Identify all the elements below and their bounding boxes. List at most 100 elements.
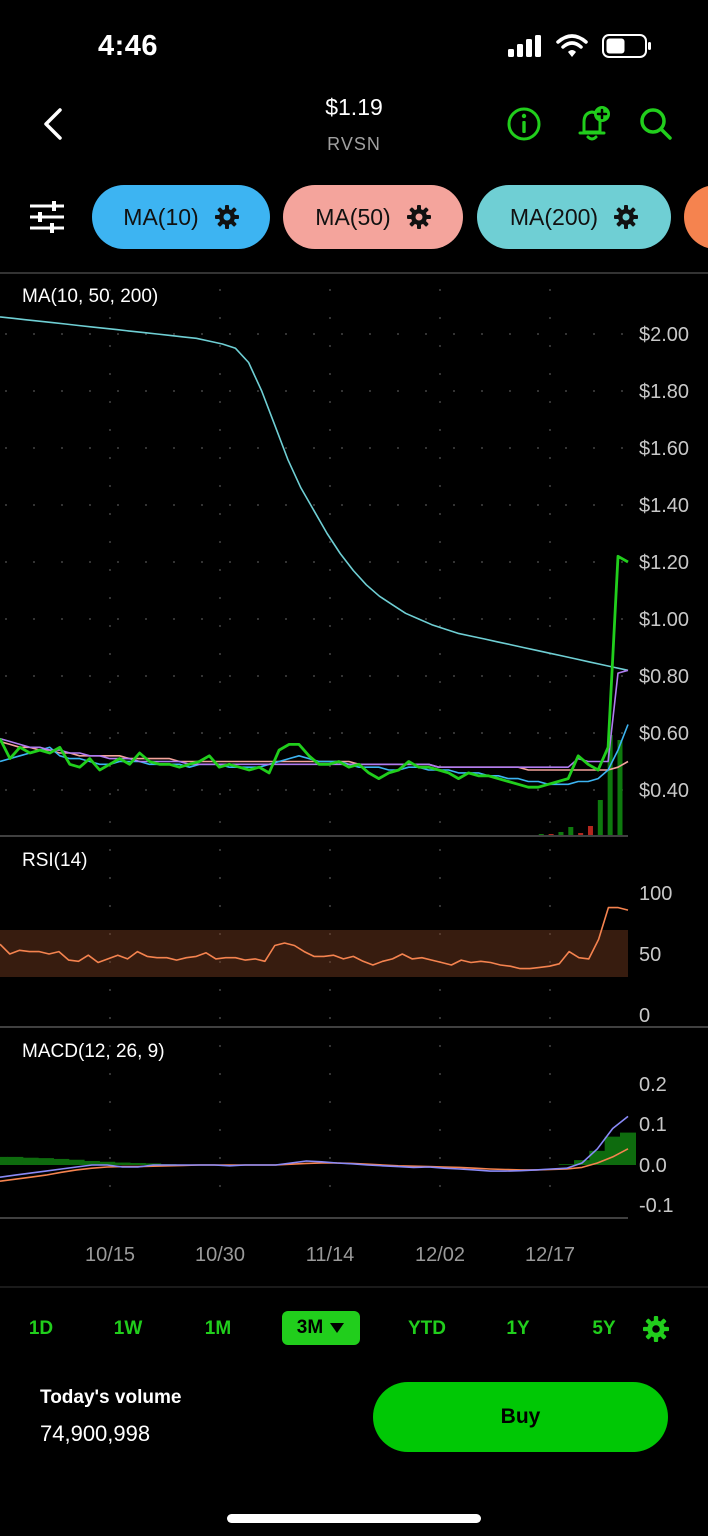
grid-dot	[201, 561, 203, 563]
info-icon[interactable]	[506, 106, 542, 142]
grid-dot	[425, 390, 427, 392]
macd-tick-label: -0.1	[639, 1195, 673, 1217]
grid-dot	[549, 905, 551, 907]
grid-dot	[117, 732, 119, 734]
grid-dot	[145, 675, 147, 677]
grid-dot	[89, 333, 91, 335]
grid-dot	[61, 561, 63, 563]
buy-button[interactable]: Buy	[373, 1382, 668, 1452]
charts-area[interactable]: MA(10, 50, 200) RSI(14) MACD(12, 26, 9) …	[0, 0, 708, 1300]
macd-tick-label: 0.0	[639, 1155, 667, 1177]
grid-dot	[109, 1101, 111, 1103]
grid-dot	[89, 504, 91, 506]
grid-dot	[565, 447, 567, 449]
grid-dot	[509, 561, 511, 563]
status-time: 4:46	[98, 30, 159, 62]
grid-dot	[173, 447, 175, 449]
macd-histogram-bar	[53, 1158, 70, 1165]
ma200-pill[interactable]: MA(200)	[477, 185, 671, 249]
ma50-pill-label: MA(50)	[315, 203, 391, 230]
grid-dot	[439, 737, 441, 739]
grid-dot	[425, 561, 427, 563]
range-tab-5y[interactable]: 5Y	[592, 1318, 616, 1339]
todays-volume-label: Today's volume	[40, 1387, 182, 1408]
range-tab-ytd[interactable]: YTD	[408, 1318, 446, 1339]
grid-dot	[109, 905, 111, 907]
grid-dot	[329, 513, 331, 515]
grid-dot	[439, 1185, 441, 1187]
grid-dot	[219, 289, 221, 291]
ma200-pill-label: MA(200)	[509, 203, 599, 230]
home-indicator[interactable]	[227, 1514, 481, 1523]
grid-dot	[229, 675, 231, 677]
header-price: $1.19	[325, 94, 383, 120]
grid-dot	[219, 653, 221, 655]
grid-dot	[481, 618, 483, 620]
grid-dot	[481, 447, 483, 449]
grid-dot	[117, 561, 119, 563]
grid-dot	[549, 541, 551, 543]
grid-dot	[621, 390, 623, 392]
grid-dot	[117, 675, 119, 677]
range-tab-1d[interactable]: 1D	[28, 1318, 54, 1339]
grid-dot	[439, 597, 441, 599]
grid-dot	[219, 1073, 221, 1075]
rsi-line	[0, 906, 629, 970]
grid-dot	[549, 429, 551, 431]
grid-dot	[313, 561, 315, 563]
range-tab-1y[interactable]: 1Y	[506, 1318, 530, 1339]
grid-dot	[5, 447, 7, 449]
grid-dot	[229, 732, 231, 734]
grid-dot	[109, 709, 111, 711]
grid-dot	[329, 597, 331, 599]
grid-dot	[109, 821, 111, 823]
grid-dot	[109, 513, 111, 515]
grid-dot	[173, 390, 175, 392]
date-tick-label: 12/17	[525, 1244, 575, 1266]
range-tab-1w[interactable]: 1W	[113, 1318, 143, 1339]
range-tab-3m-active[interactable]: 3M	[282, 1311, 360, 1345]
gear-icon[interactable]	[614, 205, 639, 229]
grid-dot	[61, 789, 63, 791]
gear-icon[interactable]	[214, 205, 239, 229]
grid-dot	[329, 401, 331, 403]
grid-dot	[329, 1101, 331, 1103]
grid-dot	[369, 390, 371, 392]
grid-dot	[117, 390, 119, 392]
grid-dot	[329, 1073, 331, 1075]
grid-dot	[89, 618, 91, 620]
grid-dot	[313, 789, 315, 791]
grid-dot	[439, 681, 441, 683]
price-tick-label: $1.40	[639, 495, 689, 517]
macd-histogram-bar	[99, 1161, 116, 1165]
date-tick-label: 10/15	[85, 1244, 135, 1266]
gear-icon[interactable]	[406, 205, 431, 229]
grid-dot	[329, 429, 331, 431]
macd-histogram-bar	[558, 1164, 575, 1165]
grid-dot	[109, 681, 111, 683]
range-tab-1m[interactable]: 1M	[204, 1318, 232, 1339]
grid-dot	[219, 569, 221, 571]
back-arrow-icon[interactable]	[36, 104, 72, 144]
search-icon[interactable]	[638, 106, 674, 142]
ma10-pill[interactable]: MA(10)	[92, 185, 270, 249]
price-line	[0, 554, 629, 789]
grid-dot	[219, 429, 221, 431]
grid-dot	[537, 789, 539, 791]
grid-dot	[439, 1101, 441, 1103]
chart-settings-gear-icon[interactable]	[643, 1316, 669, 1342]
grid-dot	[285, 618, 287, 620]
price-tick-label: $0.60	[639, 723, 689, 745]
add-alert-bell-icon[interactable]	[574, 104, 614, 144]
ma50-pill[interactable]: MA(50)	[283, 185, 463, 249]
grid-dot	[341, 561, 343, 563]
grid-dot	[549, 849, 551, 851]
grid-dot	[621, 333, 623, 335]
indicator-settings-sliders-icon[interactable]	[28, 198, 66, 236]
grid-dot	[549, 317, 551, 319]
grid-dot	[109, 289, 111, 291]
grid-dot	[329, 793, 331, 795]
price-tick-label: $1.20	[639, 552, 689, 574]
grid-dot	[549, 989, 551, 991]
wifi-icon	[556, 34, 588, 57]
